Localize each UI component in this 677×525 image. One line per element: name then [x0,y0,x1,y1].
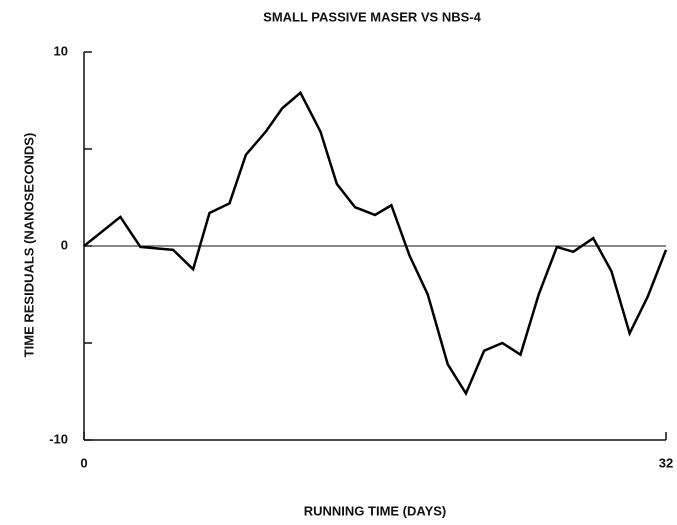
line-series [83,90,668,397]
y-tick-label: -10 [49,431,68,446]
chart-title: SMALL PASSIVE MASER VS NBS-4 [263,9,481,24]
y-tick-label: 10 [54,43,68,58]
x-axis-label: RUNNING TIME (DAYS) [304,503,447,518]
x-tick-label: 32 [659,455,673,470]
y-axis-label: TIME RESIDUALS (NANOSECONDS) [21,133,36,358]
y-tick-label: 0 [61,237,68,252]
x-tick-label: 0 [80,455,87,470]
